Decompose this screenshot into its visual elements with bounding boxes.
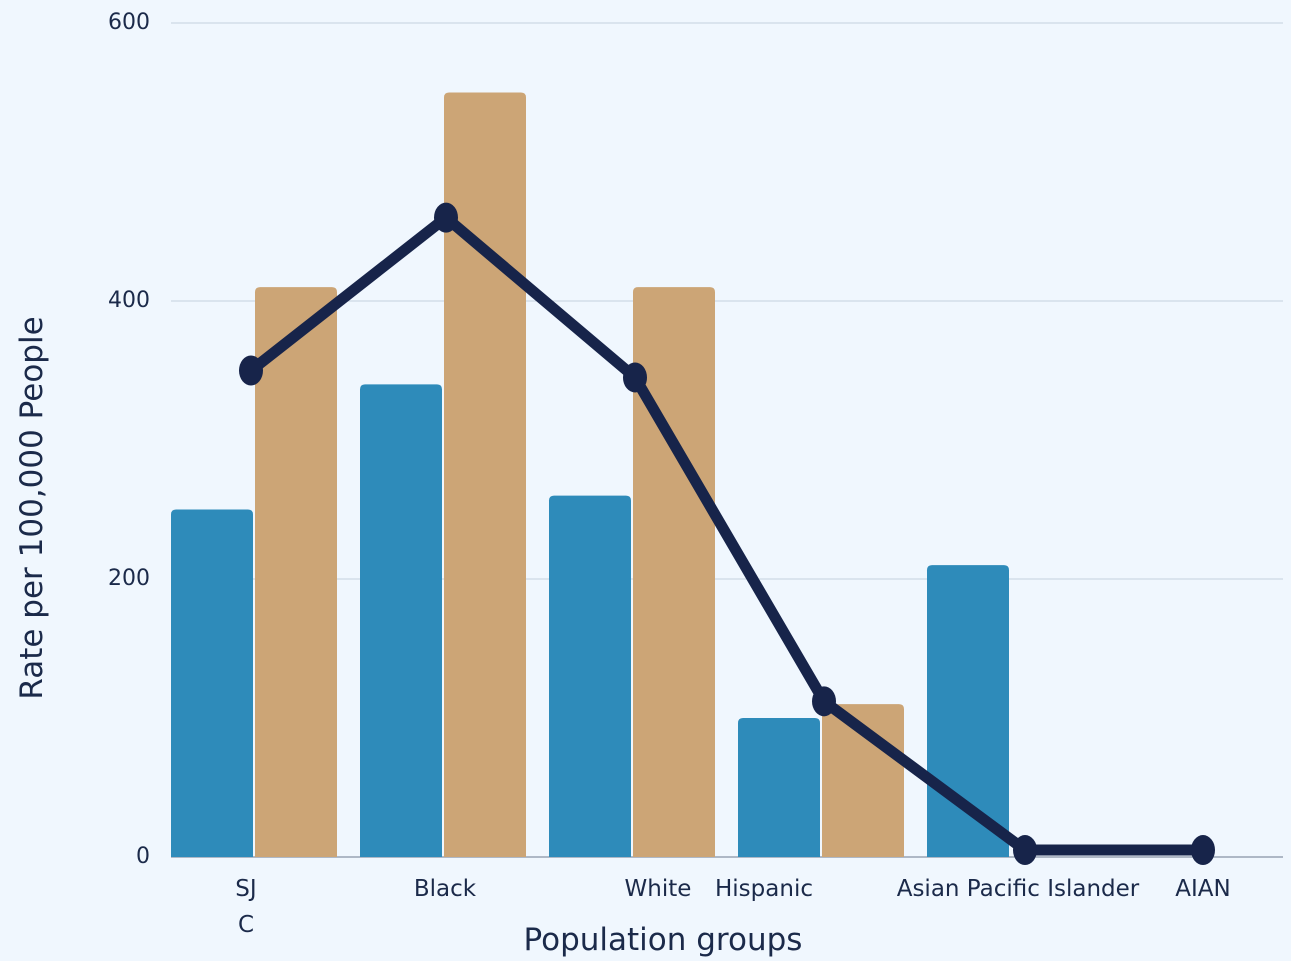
bar-layer — [171, 92, 1009, 858]
grid-layer — [171, 22, 1283, 858]
label-layer: 0 200 400 600 SJ C Black White Hispanic Asian Pac… — [108, 10, 1231, 938]
x-tick-label-5: AIAN — [1175, 876, 1230, 902]
bar-series1-4 — [927, 565, 1009, 857]
line-point-1 — [434, 202, 458, 233]
line-point-2 — [623, 362, 647, 393]
x-tick-label-3: Hispanic — [715, 876, 813, 902]
bar-series1-0 — [171, 509, 253, 857]
bar-series2-1 — [444, 92, 526, 857]
bar-series1-2 — [549, 495, 631, 857]
x-tick-label-0: SJ C — [235, 876, 256, 938]
bar-series2-2 — [633, 287, 715, 858]
y-tick-label-1: 200 — [108, 566, 150, 591]
y-tick-label-0: 0 — [136, 844, 150, 869]
x-tick-label-2: White — [625, 876, 692, 902]
y-axis-title: Rate per 100,000 People — [14, 316, 50, 699]
line-point-4 — [1013, 835, 1037, 866]
bar-series1-3 — [738, 718, 820, 857]
bar-series2-0 — [255, 287, 337, 858]
x-axis-title: Population groups — [524, 922, 803, 958]
x-tick-label-1: Black — [414, 876, 477, 902]
y-tick-label-3: 600 — [108, 10, 150, 35]
line-point-0 — [239, 355, 263, 386]
line-series1 — [245, 212, 1209, 856]
line-point-5 — [1191, 835, 1215, 866]
x-tick-label-4: Asian Pacific Islander — [897, 876, 1140, 902]
bar-series1-1 — [360, 384, 442, 857]
line-layer — [239, 202, 1215, 866]
line-point-3 — [812, 686, 836, 717]
y-tick-label-2: 400 — [108, 288, 150, 313]
